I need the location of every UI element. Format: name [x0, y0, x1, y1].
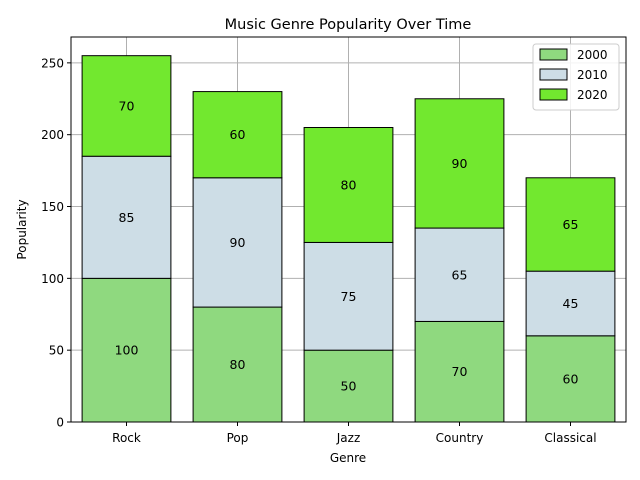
y-tick-label: 0: [56, 416, 64, 430]
bar-2010-country: [414, 227, 505, 322]
legend-swatch-2000: [539, 48, 568, 61]
legend-items: 2000 2010 2020: [539, 48, 608, 102]
y-axis-title: Popularity: [15, 199, 29, 259]
data-label: 75: [341, 289, 357, 304]
bar-2010-rock: [81, 155, 172, 279]
data-label: 65: [452, 267, 468, 282]
x-tick-label: Jazz: [336, 431, 361, 445]
y-tick-label: 50: [49, 344, 64, 358]
data-label: 80: [341, 177, 357, 192]
x-tick-label: Pop: [227, 431, 249, 445]
bar-2020-pop: [192, 91, 283, 179]
y-tick-label: 100: [41, 272, 64, 286]
x-axis-title: Genre: [330, 451, 366, 465]
legend-label: 2010: [577, 68, 608, 82]
bar-2020-rock: [81, 55, 172, 157]
bar-2000-country: [414, 320, 505, 423]
chart-title: Music Genre Popularity Over Time: [225, 17, 472, 33]
data-label: 65: [563, 217, 579, 232]
legend-label: 2020: [577, 88, 608, 102]
bar-2010-pop: [192, 177, 283, 308]
data-label: 80: [230, 357, 246, 372]
legend-swatch-2020: [539, 88, 568, 101]
y-tick-label: 200: [41, 128, 64, 142]
x-axis: Rock Pop Jazz Country Classical: [112, 422, 597, 445]
data-label: 50: [341, 379, 357, 394]
bar-2010-classical: [525, 270, 616, 337]
legend: 2000 2010 2020: [532, 43, 620, 111]
bar-2000-jazz: [303, 349, 394, 423]
data-label: 90: [230, 235, 246, 250]
x-tick-label: Rock: [112, 431, 141, 445]
x-tick-label: Classical: [544, 431, 596, 445]
y-tick-label: 250: [41, 56, 64, 70]
data-label: 85: [119, 210, 135, 225]
data-label: 60: [563, 371, 579, 386]
legend-label: 2000: [577, 48, 608, 62]
data-label: 45: [563, 296, 579, 311]
bar-2020-classical: [525, 177, 616, 272]
legend-swatch-2010: [539, 68, 568, 81]
data-label: 70: [119, 98, 135, 113]
x-tick-label: Country: [436, 431, 484, 445]
y-axis: 0 50 100 150 200 250: [41, 56, 71, 430]
bars: [81, 55, 616, 423]
bar-2000-rock: [81, 277, 172, 423]
y-tick-label: 150: [41, 200, 64, 214]
data-label: 100: [115, 343, 139, 358]
bar-2010-jazz: [303, 241, 394, 351]
data-label: 90: [452, 156, 468, 171]
bar-2020-jazz: [303, 127, 394, 243]
data-label: 60: [230, 127, 246, 142]
data-labels: 100 85 70 80 90 60 50 75 80 70 65 90 60 45 65: [115, 98, 579, 393]
bar-2020-country: [414, 98, 505, 229]
data-label: 70: [452, 364, 468, 379]
bar-2000-pop: [192, 306, 283, 423]
